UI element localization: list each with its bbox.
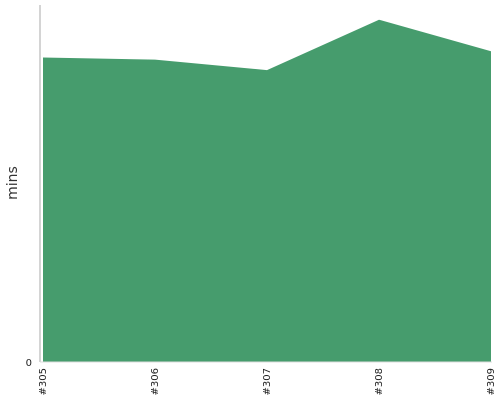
x-tick-label: #305	[38, 368, 49, 395]
y-tick-label: 0	[26, 358, 32, 369]
x-tick-labels: #305 #306 #307 #308 #309	[38, 368, 497, 395]
y-tick-labels: 0	[26, 358, 32, 369]
x-tick-label: #306	[150, 368, 161, 395]
x-tick-label: #309	[486, 368, 497, 395]
x-tick-label: #308	[374, 368, 385, 395]
area-layer	[43, 19, 491, 362]
area-series	[43, 19, 491, 362]
y-axis-title: mins	[5, 166, 21, 200]
x-tick-label: #307	[262, 368, 273, 395]
